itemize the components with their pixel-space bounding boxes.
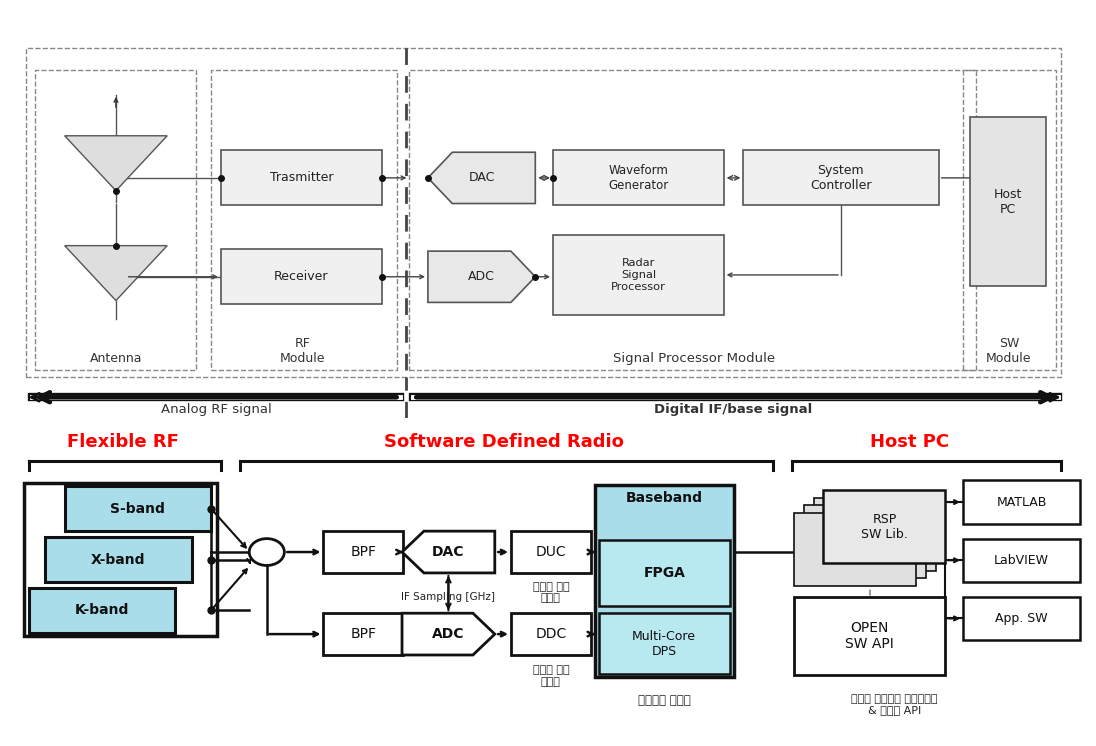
Circle shape [249, 539, 284, 565]
Text: Software Defined Radio: Software Defined Radio [384, 433, 624, 451]
Bar [598, 613, 730, 674]
Bar [45, 537, 192, 582]
Text: BPF: BPF [351, 545, 376, 559]
Bar [221, 249, 383, 304]
Text: 디지털 하향
변환기: 디지털 하향 변환기 [533, 665, 569, 687]
Polygon shape [65, 136, 168, 191]
Text: Trasmitter: Trasmitter [270, 172, 333, 184]
Text: X-band: X-band [91, 553, 146, 566]
Text: K-band: K-band [75, 604, 129, 617]
Bar [511, 531, 591, 573]
Polygon shape [402, 613, 494, 655]
Bar [795, 513, 916, 586]
Bar [409, 70, 975, 370]
Text: Antenna: Antenna [90, 352, 142, 365]
Text: S-band: S-band [111, 502, 165, 515]
Bar [25, 48, 1061, 377]
Bar [963, 70, 1055, 370]
Text: Multi-Core
DPS: Multi-Core DPS [632, 630, 696, 658]
Bar [823, 490, 946, 563]
Polygon shape [402, 531, 494, 573]
Bar [323, 613, 403, 655]
Text: 기저대역 처리기: 기저대역 처리기 [638, 694, 690, 706]
Text: MATLAB: MATLAB [996, 495, 1047, 509]
Text: RF
Module: RF Module [281, 337, 326, 365]
Text: Radar
Signal
Processor: Radar Signal Processor [610, 258, 665, 292]
Text: RSP
SW Lib.: RSP SW Lib. [861, 513, 907, 541]
Bar [65, 486, 212, 531]
Text: Analog RF signal: Analog RF signal [161, 403, 272, 416]
Text: LabVIEW: LabVIEW [994, 554, 1049, 567]
Bar [963, 480, 1081, 524]
Bar [24, 483, 217, 636]
Text: DAC: DAC [468, 172, 494, 184]
Text: Waveform
Generator: Waveform Generator [608, 164, 669, 192]
Polygon shape [427, 152, 535, 204]
Text: DAC: DAC [432, 545, 465, 559]
Bar [552, 235, 723, 316]
Text: 레이다 신호처리 라이브러리
& 개방형 API: 레이다 신호처리 라이브러리 & 개방형 API [852, 694, 938, 715]
Text: IF Sampling [GHz]: IF Sampling [GHz] [401, 592, 495, 602]
Bar [28, 588, 175, 633]
Text: OPEN
SW API: OPEN SW API [845, 621, 894, 651]
Bar [970, 117, 1046, 286]
Text: Signal Processor Module: Signal Processor Module [614, 352, 776, 365]
Text: Baseband: Baseband [626, 492, 703, 505]
Polygon shape [427, 251, 535, 302]
Bar [552, 151, 723, 205]
Text: Receiver: Receiver [274, 270, 329, 283]
Bar [813, 498, 936, 571]
Bar [511, 613, 591, 655]
Text: FPGA: FPGA [643, 566, 685, 580]
Text: ADC: ADC [468, 270, 495, 283]
Text: DUC: DUC [536, 545, 567, 559]
Text: App. SW: App. SW [995, 612, 1048, 625]
Bar [963, 539, 1081, 582]
Bar [595, 485, 733, 677]
Text: Flexible RF: Flexible RF [67, 433, 179, 451]
Text: Host
PC: Host PC [994, 188, 1023, 216]
Text: SW
Module: SW Module [986, 337, 1031, 365]
Text: DDC: DDC [535, 627, 567, 641]
Text: Host PC: Host PC [870, 433, 949, 451]
Bar [212, 70, 397, 370]
Bar [598, 540, 730, 606]
Bar [35, 70, 196, 370]
Text: BPF: BPF [351, 627, 376, 641]
Bar [963, 597, 1081, 640]
Text: 디지털 상향
변화기: 디지털 상향 변화기 [533, 582, 569, 604]
Bar [221, 151, 383, 205]
Bar [743, 151, 938, 205]
Text: ADC: ADC [432, 627, 465, 641]
Polygon shape [65, 245, 168, 301]
Text: Digital IF/base signal: Digital IF/base signal [654, 403, 812, 416]
Bar [323, 531, 403, 573]
Text: System
Controller: System Controller [810, 164, 871, 192]
Bar [803, 505, 926, 578]
Bar [795, 597, 946, 675]
